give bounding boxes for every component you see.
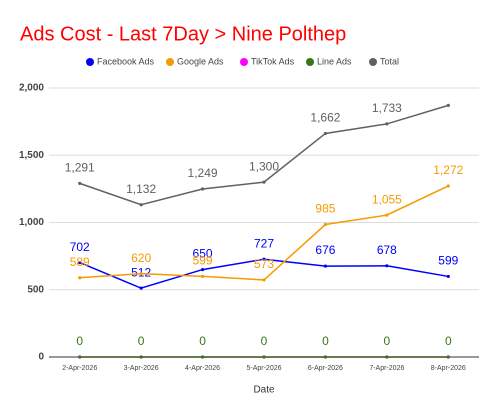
point xyxy=(78,181,82,185)
point xyxy=(139,203,143,207)
data-label: 727 xyxy=(254,236,274,250)
point xyxy=(446,103,450,107)
point xyxy=(323,355,328,359)
y-tick-label: 2,000 xyxy=(19,83,44,94)
data-label: 0 xyxy=(76,334,83,348)
data-label: 1,300 xyxy=(249,159,279,173)
point xyxy=(323,222,328,227)
x-tick-label: 7-Apr-2026 xyxy=(369,365,404,372)
point xyxy=(78,260,82,265)
point xyxy=(385,355,389,359)
legend-label: Total xyxy=(380,56,399,66)
data-label: 678 xyxy=(377,243,397,257)
legend-marker xyxy=(166,58,174,66)
data-label: 0 xyxy=(384,334,391,348)
legend-marker xyxy=(369,58,377,66)
point xyxy=(446,184,450,188)
data-label: 0 xyxy=(138,334,145,348)
y-tick-label: 0 xyxy=(38,352,44,363)
data-label: 702 xyxy=(70,240,90,254)
x-axis-label: Date xyxy=(253,385,275,396)
legend-marker xyxy=(86,58,94,66)
data-label: 1,733 xyxy=(372,101,402,115)
x-tick-label: 4-Apr-2026 xyxy=(185,365,220,372)
chart-title: Ads Cost - Last 7Day > Nine Polthep xyxy=(20,23,346,45)
point xyxy=(323,131,328,136)
x-tick-label: 8-Apr-2026 xyxy=(431,365,466,372)
point xyxy=(78,355,82,359)
data-label: 1,055 xyxy=(372,192,402,206)
y-tick-label: 1,500 xyxy=(19,150,44,161)
point xyxy=(262,180,266,184)
data-label: 620 xyxy=(131,251,151,265)
point xyxy=(139,272,143,276)
point xyxy=(323,264,328,268)
point xyxy=(446,274,450,279)
data-label: 650 xyxy=(193,247,213,261)
point xyxy=(200,274,205,279)
legend-label: Facebook Ads xyxy=(97,56,155,66)
point xyxy=(262,257,266,261)
x-tick-label: 2-Apr-2026 xyxy=(62,365,97,372)
point xyxy=(200,355,205,359)
data-label: 1,132 xyxy=(126,182,156,196)
point xyxy=(385,264,389,268)
x-tick-label: 5-Apr-2026 xyxy=(246,365,281,372)
data-label: 0 xyxy=(199,334,206,348)
legend-label: TikTok Ads xyxy=(251,56,295,66)
data-label: 0 xyxy=(322,334,329,348)
legend-marker xyxy=(306,58,314,66)
y-tick-label: 500 xyxy=(27,284,44,295)
data-label: 0 xyxy=(445,334,452,348)
data-label: 589 xyxy=(70,255,90,269)
point xyxy=(139,355,143,359)
x-tick-label: 6-Apr-2026 xyxy=(308,365,343,372)
legend-label: Line Ads xyxy=(317,56,352,66)
point xyxy=(200,267,205,272)
data-label: 573 xyxy=(254,257,274,271)
point xyxy=(78,276,82,280)
point xyxy=(385,122,389,126)
data-label: 1,249 xyxy=(188,166,218,180)
legend-marker xyxy=(240,58,248,66)
point xyxy=(200,187,205,191)
data-label: 1,291 xyxy=(65,161,95,175)
y-tick-label: 1,000 xyxy=(19,217,44,228)
data-label: 1,272 xyxy=(433,163,463,177)
point xyxy=(139,286,143,290)
legend-label: Google Ads xyxy=(177,56,224,66)
data-label: 0 xyxy=(261,334,268,348)
data-label: 599 xyxy=(193,254,213,268)
data-label: 676 xyxy=(315,243,335,257)
x-tick-label: 3-Apr-2026 xyxy=(124,365,159,372)
data-label: 985 xyxy=(315,202,335,216)
point xyxy=(385,213,389,217)
data-label: 599 xyxy=(438,254,458,268)
point xyxy=(446,355,450,359)
data-label: 1,662 xyxy=(310,111,340,125)
point xyxy=(262,355,266,359)
point xyxy=(262,278,266,282)
